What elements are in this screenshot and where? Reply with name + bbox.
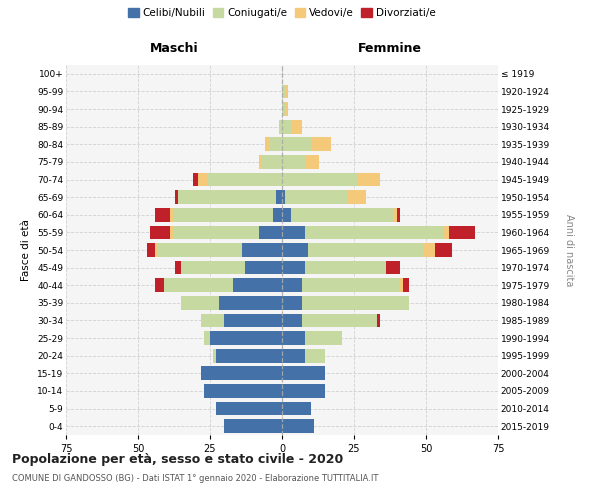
Bar xyxy=(175,190,178,204)
Bar xyxy=(173,208,274,222)
Bar xyxy=(276,190,282,204)
Bar xyxy=(282,331,305,345)
Bar xyxy=(290,120,302,134)
Text: Popolazione per età, sesso e stato civile - 2020: Popolazione per età, sesso e stato civil… xyxy=(12,452,343,466)
Bar xyxy=(210,331,282,345)
Bar xyxy=(285,84,288,98)
Bar xyxy=(155,208,170,222)
Bar xyxy=(271,138,282,151)
Bar xyxy=(193,172,199,186)
Bar xyxy=(164,278,233,292)
Bar xyxy=(279,120,282,134)
Bar xyxy=(282,349,305,362)
Bar xyxy=(178,190,276,204)
Bar xyxy=(423,243,434,257)
Bar xyxy=(302,296,409,310)
Bar xyxy=(282,208,290,222)
Bar xyxy=(204,331,210,345)
Bar xyxy=(282,260,305,274)
Bar xyxy=(305,226,443,239)
Bar xyxy=(181,260,245,274)
Bar xyxy=(213,349,216,362)
Bar xyxy=(155,278,164,292)
Bar xyxy=(265,138,271,151)
Bar xyxy=(282,155,305,169)
Bar xyxy=(282,138,311,151)
Bar xyxy=(305,260,386,274)
Bar xyxy=(282,402,311,415)
Bar xyxy=(149,226,170,239)
Bar xyxy=(259,155,262,169)
Bar xyxy=(216,402,282,415)
Bar xyxy=(282,278,302,292)
Bar xyxy=(218,296,282,310)
Bar xyxy=(403,278,409,292)
Bar xyxy=(282,366,325,380)
Bar xyxy=(262,155,282,169)
Bar xyxy=(434,243,452,257)
Bar xyxy=(282,84,285,98)
Bar xyxy=(282,102,285,116)
Bar xyxy=(233,278,282,292)
Bar xyxy=(282,172,357,186)
Bar xyxy=(282,296,302,310)
Bar xyxy=(305,331,343,345)
Bar xyxy=(282,243,308,257)
Bar xyxy=(175,260,181,274)
Bar xyxy=(282,420,314,433)
Bar xyxy=(305,155,319,169)
Text: COMUNE DI GANDOSSO (BG) - Dati ISTAT 1° gennaio 2020 - Elaborazione TUTTITALIA.I: COMUNE DI GANDOSSO (BG) - Dati ISTAT 1° … xyxy=(12,474,379,483)
Text: Maschi: Maschi xyxy=(149,42,199,56)
Bar xyxy=(305,349,325,362)
Bar xyxy=(357,172,380,186)
Bar xyxy=(173,226,259,239)
Bar xyxy=(400,278,403,292)
Bar xyxy=(282,190,285,204)
Bar xyxy=(282,226,305,239)
Bar xyxy=(170,208,173,222)
Bar xyxy=(204,384,282,398)
Bar xyxy=(245,260,282,274)
Bar xyxy=(308,243,423,257)
Bar xyxy=(311,138,331,151)
Bar xyxy=(207,172,282,186)
Bar xyxy=(282,314,302,328)
Bar xyxy=(181,296,218,310)
Bar xyxy=(170,226,173,239)
Bar xyxy=(285,190,348,204)
Bar xyxy=(386,260,400,274)
Text: Femmine: Femmine xyxy=(358,42,422,56)
Bar xyxy=(158,243,242,257)
Bar xyxy=(282,120,290,134)
Bar xyxy=(274,208,282,222)
Bar xyxy=(259,226,282,239)
Bar xyxy=(397,208,400,222)
Bar xyxy=(282,384,325,398)
Legend: Celibi/Nubili, Coniugati/e, Vedovi/e, Divorziati/e: Celibi/Nubili, Coniugati/e, Vedovi/e, Di… xyxy=(124,4,440,22)
Bar xyxy=(146,243,155,257)
Bar xyxy=(348,190,365,204)
Bar xyxy=(242,243,282,257)
Bar xyxy=(202,366,282,380)
Bar xyxy=(394,208,397,222)
Y-axis label: Fasce di età: Fasce di età xyxy=(22,219,31,281)
Bar xyxy=(155,243,158,257)
Bar xyxy=(443,226,449,239)
Bar xyxy=(224,420,282,433)
Bar xyxy=(302,314,377,328)
Bar xyxy=(202,314,224,328)
Bar xyxy=(216,349,282,362)
Bar xyxy=(290,208,394,222)
Bar xyxy=(449,226,475,239)
Bar xyxy=(199,172,207,186)
Bar xyxy=(224,314,282,328)
Bar xyxy=(377,314,380,328)
Bar xyxy=(285,102,288,116)
Bar xyxy=(302,278,400,292)
Y-axis label: Anni di nascita: Anni di nascita xyxy=(564,214,574,286)
